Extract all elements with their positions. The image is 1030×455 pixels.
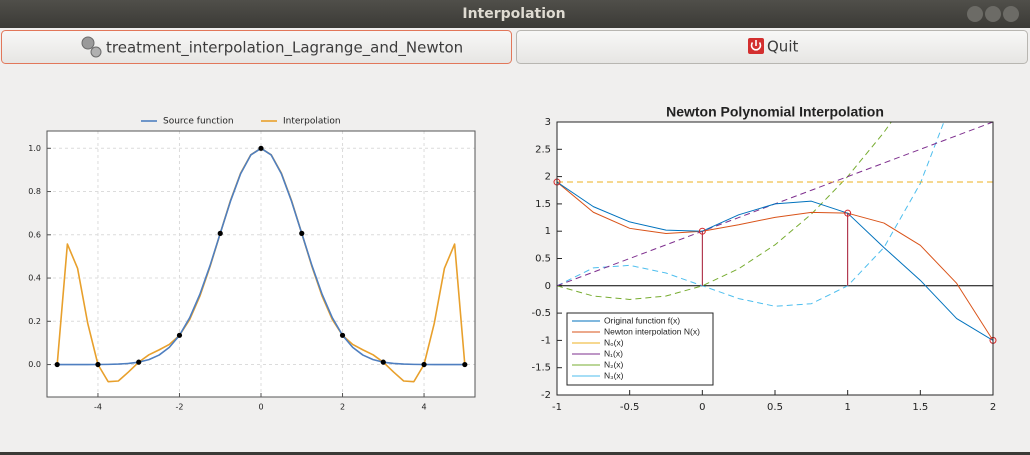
series-line (557, 122, 892, 300)
x-tick-label: -0.5 (620, 402, 640, 413)
y-tick-label: 0.2 (28, 317, 41, 326)
node-point (698, 227, 706, 235)
plot-frame (46, 130, 476, 398)
gear-icon (81, 36, 95, 50)
legend-label: N₀(x) (604, 337, 624, 347)
x-tick-label: 0 (699, 402, 705, 413)
legend-label: Source function (163, 117, 234, 127)
x-tick-label: 0 (258, 403, 263, 412)
node-point (421, 361, 427, 368)
gear-icon (90, 46, 102, 58)
y-tick-label: -1 (541, 335, 551, 346)
x-tick-label: 2 (990, 402, 996, 413)
x-tick-label: 0.5 (767, 402, 783, 413)
y-tick-label: 1.0 (28, 144, 41, 153)
y-tick-label: 0.5 (535, 254, 551, 265)
x-tick-label: 4 (422, 403, 427, 412)
x-tick-label: 1 (844, 402, 850, 413)
node-point (258, 145, 264, 151)
series-line (557, 181, 993, 341)
node-point (136, 359, 142, 365)
node-point (176, 332, 183, 338)
legend-box (566, 312, 714, 386)
node-point (380, 359, 386, 365)
button-frame (1, 30, 512, 64)
x-tick-label: -1 (552, 402, 562, 413)
legend-label: Original function f(x) (604, 315, 680, 325)
y-tick-label: 2 (545, 172, 551, 183)
y-tick-label: 0 (545, 281, 551, 292)
y-tick-label: 1.5 (535, 199, 551, 210)
legend-label: N₁(x) (604, 348, 623, 358)
node-point (339, 332, 346, 338)
node-point (844, 209, 852, 217)
window-border (0, 452, 1030, 455)
quit-button[interactable]: Quit (516, 30, 1028, 64)
node-point (95, 361, 101, 368)
x-tick-label: 2 (340, 403, 345, 412)
legend-label: Newton interpolation N(x) (604, 326, 700, 336)
treatment-button[interactable]: treatment_interpolation_Lagrange_and_New… (1, 30, 512, 64)
maximize-button[interactable] (985, 6, 1001, 22)
plot-frame (556, 121, 994, 396)
button-label: Quit (767, 38, 798, 56)
chart-title: Newton Polynomial Interpolation (666, 104, 884, 120)
y-tick-label: 3 (545, 117, 551, 128)
y-tick-label: -0.5 (531, 308, 551, 319)
chart: -1 -0.5 0 0.5 1 1.5 2 -2 -1.5 -1 -0.5 0 0.5 1 1.5 2 2.5 3… (531, 104, 997, 413)
y-tick-label: 0.8 (28, 187, 41, 196)
plot-content (557, 122, 993, 341)
y-tick-label: -2 (541, 390, 551, 401)
minimize-button[interactable] (967, 6, 983, 22)
window-title: Interpolation (462, 6, 565, 22)
series-line (557, 122, 945, 307)
node-point (299, 230, 305, 236)
power-symbol (750, 40, 762, 51)
title-bar (0, 0, 1030, 28)
close-button[interactable] (1003, 6, 1019, 22)
legend-label: Interpolation (283, 117, 341, 127)
button-label: treatment_interpolation_Lagrange_and_New… (106, 39, 463, 58)
x-tick-label: 1.5 (912, 402, 928, 413)
y-tick-label: 0.6 (28, 230, 41, 239)
y-tick-label: 0.4 (28, 274, 41, 283)
y-tick-label: 0.0 (28, 360, 41, 369)
node-point (462, 361, 468, 368)
button-frame (516, 30, 1028, 64)
legend-label: N₃(x) (604, 370, 624, 380)
series-line (557, 181, 993, 341)
node-point (217, 230, 223, 236)
legend-label: N₂(x) (604, 359, 624, 369)
x-tick-label: -2 (175, 403, 183, 412)
y-tick-label: 2.5 (535, 144, 551, 155)
y-tick-label: 1 (545, 226, 551, 237)
chart: -4 -2 0 2 4 0.0 0.2 0.4 0.6 0.8 1.0 Source function… (28, 117, 476, 412)
node-point (54, 361, 60, 368)
x-tick-label: -4 (94, 403, 102, 412)
y-tick-label: -1.5 (531, 363, 551, 374)
